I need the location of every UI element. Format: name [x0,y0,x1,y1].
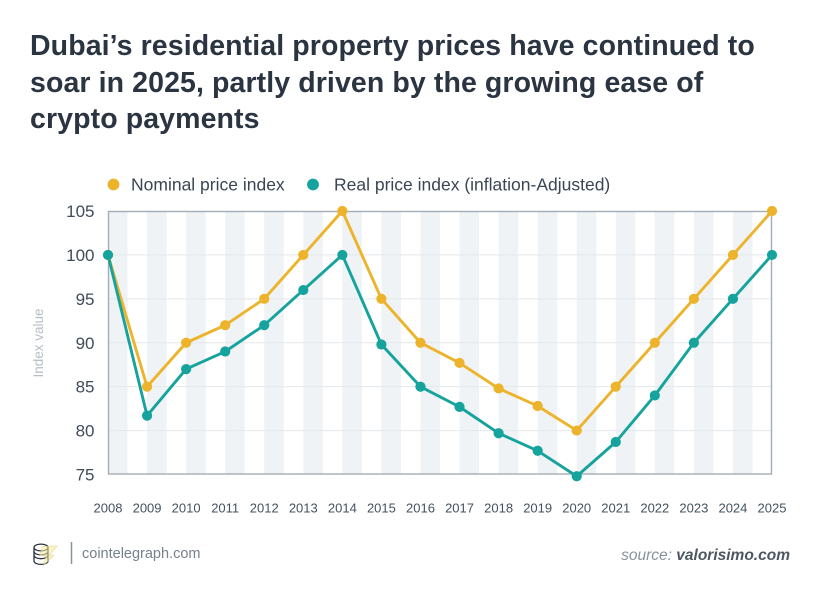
svg-text:2012: 2012 [250,501,279,516]
svg-text:2020: 2020 [562,501,591,516]
svg-text:2008: 2008 [94,501,123,516]
svg-text:2009: 2009 [133,501,162,516]
svg-text:2019: 2019 [523,501,552,516]
svg-text:2016: 2016 [406,501,435,516]
svg-text:2023: 2023 [679,501,708,516]
svg-text:2013: 2013 [289,501,318,516]
svg-text:Real price index (inflation-Ad: Real price index (inflation-Adjusted) [334,175,610,195]
svg-text:2022: 2022 [640,501,669,516]
svg-text:2015: 2015 [367,501,396,516]
svg-text:95: 95 [76,290,95,309]
svg-text:80: 80 [76,422,95,441]
svg-text:2017: 2017 [445,501,474,516]
svg-text:2014: 2014 [328,501,357,516]
svg-text:2024: 2024 [718,501,747,516]
svg-text:source: valorisimo.com: source: valorisimo.com [621,547,790,564]
svg-text:100: 100 [66,246,94,265]
svg-text:2011: 2011 [211,501,239,516]
svg-text:85: 85 [76,378,95,397]
svg-text:2010: 2010 [172,501,201,516]
svg-text:cointelegraph.com: cointelegraph.com [82,546,201,562]
svg-text:2018: 2018 [484,501,513,516]
svg-text:75: 75 [76,466,95,485]
svg-text:Index value: Index value [31,308,46,377]
svg-text:90: 90 [76,334,95,353]
svg-text:105: 105 [66,202,94,221]
svg-text:2025: 2025 [758,501,787,516]
svg-text:2021: 2021 [601,501,630,516]
svg-text:Nominal price index: Nominal price index [131,175,285,195]
